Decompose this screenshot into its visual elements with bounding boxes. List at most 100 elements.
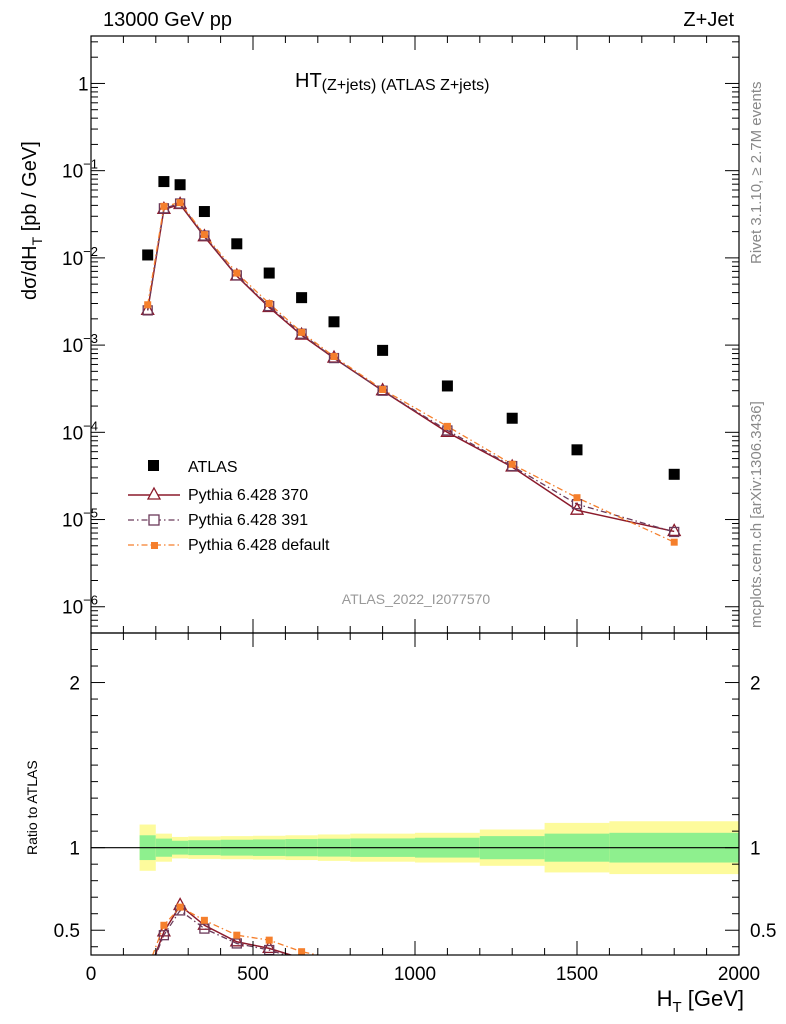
y-tick-label-base: 10	[62, 336, 83, 357]
y-axis-label: dσ/dHT [pb / GeV]	[19, 141, 45, 300]
y-tick-label-base: 1	[78, 74, 89, 95]
y-tick-label-exponent: −4	[83, 418, 98, 433]
y-tick-label-base: 10	[62, 598, 83, 619]
data-point	[508, 460, 516, 468]
data-point	[160, 202, 168, 210]
ratio-point	[330, 962, 339, 971]
data-point	[440, 423, 455, 437]
ratio-point	[296, 954, 307, 955]
legend-marker-atlas	[148, 460, 159, 471]
data-point	[144, 301, 152, 309]
ratio-point	[200, 916, 208, 924]
ratio-uncertainty-bands	[91, 821, 739, 875]
data-point	[571, 444, 583, 456]
y-tick-label: 10−2	[62, 244, 98, 270]
data-point	[328, 316, 340, 328]
data-point	[200, 231, 208, 239]
data-point	[441, 380, 453, 392]
data-point	[176, 199, 184, 207]
ratio-point	[199, 923, 210, 934]
ratio-point	[143, 970, 152, 979]
ratio-y-tick-label: 0.5	[54, 921, 80, 942]
y-tick-label-base: 10	[62, 423, 83, 444]
y-tick-label: 1	[78, 74, 89, 95]
ratio-point	[298, 948, 306, 955]
series-line-2	[147, 202, 675, 533]
ratio-y-tick-label: 2	[69, 674, 80, 695]
y-tick-label-base: 10	[62, 249, 83, 270]
y-tick-label-exponent: −6	[83, 593, 98, 608]
legend-label-atlas: ATLAS	[188, 459, 238, 476]
data-point	[377, 344, 389, 356]
y-tick-label-base: 10	[62, 162, 83, 183]
ratio-y-tick-label-right: 0.5	[750, 921, 776, 942]
x-tick-label: 1500	[556, 964, 598, 985]
ratio-point	[233, 931, 241, 939]
ratio-point	[262, 940, 277, 954]
data-point	[174, 179, 186, 191]
y-tick-label: 10−3	[62, 331, 98, 357]
ratio-point	[158, 930, 170, 941]
legend-label-391: Pythia 6.428 391	[188, 512, 308, 529]
data-point	[506, 412, 518, 424]
y-tick-label: 10−6	[62, 593, 98, 619]
x-tick-label: 500	[237, 964, 269, 985]
x-tick-label: 2000	[718, 964, 760, 985]
ratio-point	[142, 968, 154, 979]
x-axis-label-main: H	[657, 986, 673, 1011]
legend-marker-default	[151, 542, 158, 549]
chart-title-main: HT	[295, 70, 322, 92]
legend-marker-391	[148, 514, 160, 526]
y-axis-label-unit: [pb / GeV]	[19, 141, 41, 237]
main-ticks	[90, 36, 740, 634]
data-point	[296, 292, 308, 304]
main-panel: 110−110−210−310−410−510−6 dσ/dHT [pb / G…	[19, 35, 740, 634]
legend-label-default: Pythia 6.428 default	[188, 537, 330, 554]
ratio-point	[265, 936, 273, 944]
legend-marker-370	[146, 486, 162, 500]
data-point	[263, 267, 275, 279]
data-point	[670, 538, 678, 546]
data-point	[573, 494, 581, 502]
y-tick-label-exponent: −1	[83, 157, 98, 172]
data-point	[668, 468, 680, 480]
x-axis-label: HT [GeV]	[657, 986, 744, 1016]
chart-title-sub: (Z+jets) (ATLAS Z+jets)	[322, 77, 490, 94]
legend: ATLAS Pythia 6.428 370 Pythia 6.428 391 …	[128, 459, 330, 554]
x-axis-label-sub: T	[672, 999, 681, 1016]
rivet-label: Rivet 3.1.10, ≥ 2.7M events	[748, 82, 765, 265]
y-tick-label: 10−1	[62, 157, 98, 183]
analysis-watermark: ATLAS_2022_I2077570	[342, 591, 491, 607]
ratio-point	[144, 965, 151, 972]
y-tick-label: 10−4	[62, 418, 98, 444]
y-tick-label-base: 10	[62, 511, 83, 532]
y-tick-label-exponent: −5	[83, 506, 98, 521]
ratio-point	[328, 960, 340, 971]
ratio-panel: 0.5 0.5 1 1 2 2 0 500 1000 1500 2000 Ratio to ATL…	[24, 632, 777, 1016]
x-tick-label: 1000	[394, 964, 436, 985]
ratio-point	[160, 921, 168, 929]
data-point	[330, 353, 338, 361]
process-label: Z+Jet	[683, 9, 734, 31]
ratio-ticks	[90, 632, 740, 955]
ratio-point	[176, 903, 184, 911]
ratio-frame	[90, 632, 740, 956]
y-axis-label-main: dσ/dH	[19, 245, 41, 300]
data-point	[669, 526, 680, 538]
ratio-y-tick-labels: 0.5 0.5 1 1 2 2	[54, 674, 777, 943]
y-axis-label-sub: T	[29, 236, 45, 245]
ratio-y-tick-label-right: 2	[750, 674, 761, 695]
ratio-point	[229, 933, 244, 947]
data-point	[443, 422, 451, 430]
data-point	[231, 238, 243, 250]
y-tick-label-exponent: −3	[83, 331, 98, 346]
x-tick-labels: 0 500 1000 1500 2000	[86, 964, 760, 985]
ratio-y-tick-label-right: 1	[750, 839, 761, 860]
data-point	[174, 198, 186, 209]
data-point	[198, 206, 210, 218]
main-series	[140, 176, 682, 546]
series-line-1	[146, 203, 675, 533]
data-point	[667, 523, 682, 537]
chart-title: HT(Z+jets) (ATLAS Z+jets)	[295, 70, 489, 94]
